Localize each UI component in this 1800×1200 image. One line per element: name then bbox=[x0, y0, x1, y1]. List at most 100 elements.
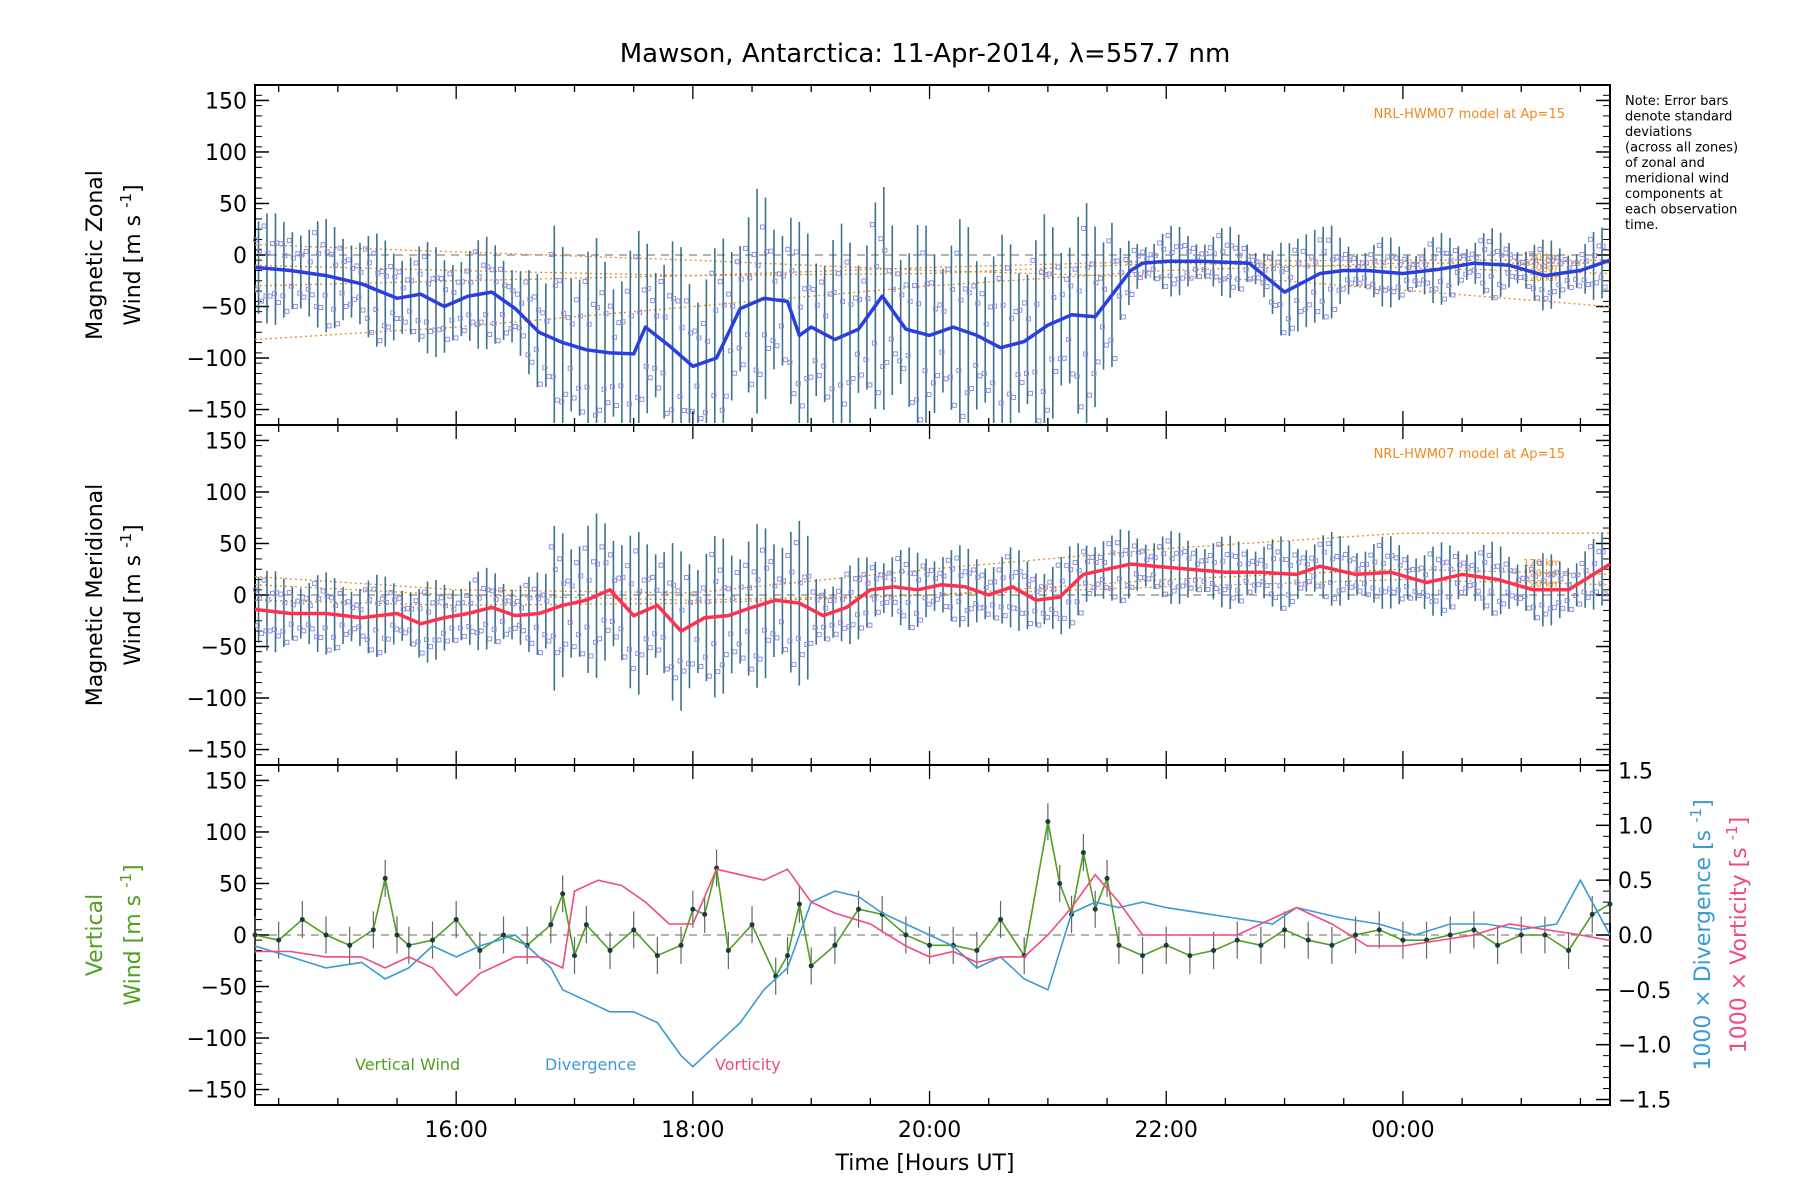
scatter-point bbox=[920, 250, 926, 256]
scatter-point bbox=[1458, 277, 1464, 283]
scatter-point bbox=[1522, 593, 1528, 599]
scatter-point bbox=[343, 304, 349, 310]
scatter-point bbox=[909, 399, 915, 405]
scatter-point bbox=[895, 555, 901, 561]
scatter-point bbox=[785, 553, 791, 559]
scatter-point bbox=[1315, 309, 1321, 315]
scatter-point bbox=[586, 577, 592, 583]
scatter-point bbox=[1144, 256, 1150, 262]
scatter-point bbox=[821, 624, 827, 630]
scatter-point bbox=[1431, 255, 1437, 261]
scatter-point bbox=[398, 627, 404, 633]
scatter-point bbox=[711, 392, 717, 398]
scatter-point bbox=[1317, 541, 1323, 547]
scatter-point bbox=[1338, 256, 1344, 262]
scatter-point bbox=[407, 308, 413, 314]
scatter-point bbox=[428, 329, 434, 335]
scatter-point bbox=[396, 269, 402, 275]
scatter-point bbox=[1495, 563, 1501, 569]
scatter-point bbox=[320, 588, 326, 594]
scatter-point bbox=[261, 577, 267, 583]
scatter-point bbox=[831, 597, 837, 603]
scatter-point bbox=[468, 600, 474, 606]
scatter-point bbox=[1258, 557, 1264, 563]
scatter-point bbox=[1539, 287, 1545, 293]
scatter-point bbox=[303, 595, 309, 601]
scatter-point bbox=[1224, 552, 1230, 558]
scatter-point bbox=[546, 374, 552, 380]
scatter-point bbox=[1579, 560, 1585, 566]
scatter-point bbox=[1203, 251, 1209, 257]
scatter-point bbox=[447, 593, 453, 599]
scatter-point bbox=[1159, 581, 1165, 587]
scatter-point bbox=[719, 662, 725, 668]
scatter-point bbox=[1163, 283, 1169, 289]
scatter-point bbox=[417, 271, 423, 277]
scatter-point bbox=[259, 298, 265, 304]
scatter-point bbox=[1452, 554, 1458, 560]
scatter-point bbox=[339, 622, 345, 628]
vertical-wind-point bbox=[678, 942, 684, 948]
scatter-point bbox=[738, 584, 744, 590]
scatter-point bbox=[1365, 592, 1371, 598]
scatter-point bbox=[1404, 277, 1410, 283]
scatter-point bbox=[715, 669, 721, 675]
vertical-wind-point bbox=[1258, 942, 1264, 948]
scatter-point bbox=[679, 607, 685, 613]
scatter-point bbox=[1192, 266, 1198, 272]
scatter-point bbox=[1564, 597, 1570, 603]
scatter-point bbox=[1484, 287, 1490, 293]
scatter-point bbox=[290, 255, 296, 261]
vertical-wind-point bbox=[1518, 932, 1524, 938]
scatter-point bbox=[827, 598, 833, 604]
scatter-point bbox=[1247, 589, 1253, 595]
scatter-point bbox=[660, 634, 666, 640]
scatter-point bbox=[1501, 284, 1507, 290]
scatter-point bbox=[1150, 266, 1156, 272]
scatter-point bbox=[916, 577, 922, 583]
scatter-point bbox=[1135, 253, 1141, 259]
scatter-point bbox=[385, 324, 391, 330]
scatter-point bbox=[1365, 284, 1371, 290]
scatter-point bbox=[434, 599, 440, 605]
scatter-point bbox=[1294, 579, 1300, 585]
scatter-point bbox=[1292, 552, 1298, 558]
scatter-point bbox=[1182, 243, 1188, 249]
scatter-point bbox=[918, 417, 924, 423]
scatter-point bbox=[1311, 289, 1317, 295]
y-tick-label-right: −1.5 bbox=[1618, 1089, 1671, 1114]
scatter-point bbox=[795, 635, 801, 641]
scatter-point bbox=[983, 585, 989, 591]
y-tick-label: −100 bbox=[187, 1027, 247, 1052]
scatter-point bbox=[1437, 279, 1443, 285]
scatter-point bbox=[1254, 560, 1260, 566]
scatter-point bbox=[1032, 608, 1038, 614]
right-label-exponent: -1 bbox=[1723, 825, 1741, 840]
scatter-point bbox=[1351, 556, 1357, 562]
scatter-point bbox=[958, 297, 964, 303]
vertical-wind-point bbox=[1104, 875, 1110, 881]
scatter-point bbox=[457, 625, 463, 631]
scatter-point bbox=[1368, 252, 1374, 258]
scatter-point bbox=[347, 301, 353, 307]
scatter-point bbox=[605, 400, 611, 406]
vertical-wind-point bbox=[998, 917, 1004, 923]
scatter-point bbox=[1475, 273, 1481, 279]
scatter-point bbox=[351, 626, 357, 632]
scatter-point bbox=[1190, 245, 1196, 251]
scatter-point bbox=[816, 632, 822, 638]
scatter-point bbox=[1157, 544, 1163, 550]
scatter-point bbox=[698, 416, 704, 422]
scatter-point bbox=[652, 631, 658, 637]
scatter-point bbox=[622, 654, 628, 660]
scatter-point bbox=[899, 292, 905, 298]
scatter-point bbox=[1397, 262, 1403, 268]
scatter-point bbox=[1492, 295, 1498, 301]
scatter-point bbox=[1133, 571, 1139, 577]
scatter-point bbox=[1051, 294, 1057, 300]
scatter-point bbox=[863, 610, 869, 616]
scatter-point bbox=[892, 351, 898, 357]
scatter-point bbox=[1059, 578, 1065, 584]
scatter-point bbox=[377, 338, 383, 344]
scatter-point bbox=[749, 666, 755, 672]
